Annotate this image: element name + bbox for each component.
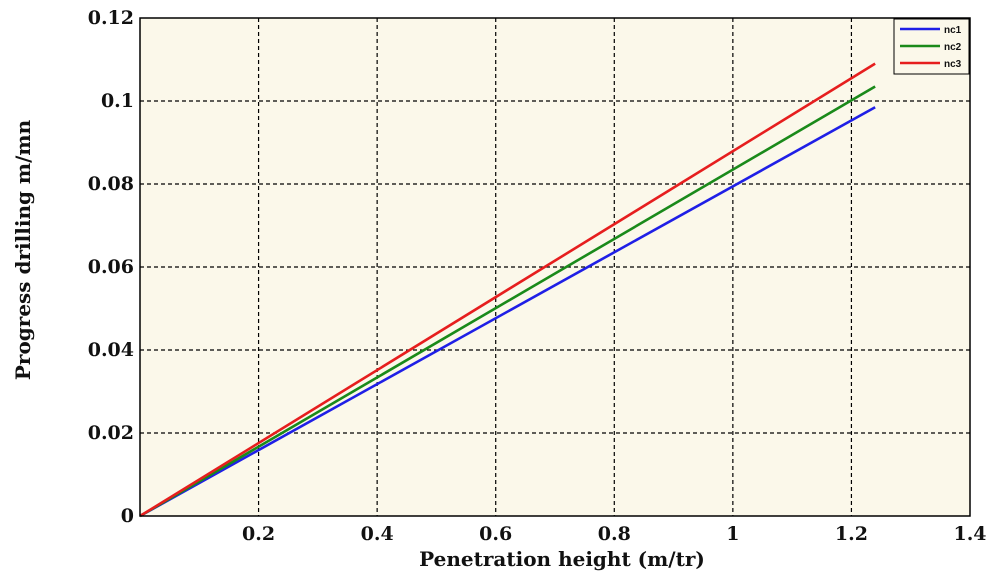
y-tick-label: 0.02 — [88, 422, 134, 444]
series-lines — [139, 62, 876, 518]
x-axis-title: Penetration height (m/tr) — [419, 547, 705, 571]
grid-lines — [140, 18, 970, 516]
legend: nc1 nc2 nc3 — [893, 18, 970, 75]
x-tick-label: 0.8 — [598, 523, 631, 545]
y-tick-label: 0.12 — [88, 7, 134, 29]
x-tick-label: 1.4 — [953, 523, 986, 545]
series-line-nc3 — [139, 62, 876, 518]
legend-label-nc2: nc2 — [944, 42, 962, 53]
legend-label-nc3: nc3 — [944, 59, 962, 70]
x-tick-label: 1.2 — [835, 523, 868, 545]
y-tick-labels: 0 0.02 0.04 0.06 0.08 0.1 0.12 — [88, 7, 134, 527]
x-tick-labels: 0.2 0.4 0.6 0.8 1 1.2 1.4 — [242, 523, 986, 545]
y-tick-label: 0.04 — [88, 339, 134, 361]
x-tick-label: 0.4 — [361, 523, 394, 545]
series-line-nc1 — [139, 106, 876, 518]
y-tick-label: 0.1 — [101, 90, 134, 112]
y-tick-label: 0 — [121, 505, 134, 527]
y-tick-label: 0.06 — [88, 256, 134, 278]
x-tick-label: 0.2 — [242, 523, 275, 545]
y-tick-label: 0.08 — [88, 173, 134, 195]
plot-frame — [139, 17, 971, 517]
x-tick-label: 1 — [726, 523, 739, 545]
legend-label-nc1: nc1 — [944, 25, 962, 36]
x-tick-label: 0.6 — [479, 523, 512, 545]
series-line-nc2 — [139, 85, 876, 518]
y-axis-title: Progress drilling m/mn — [11, 119, 35, 380]
